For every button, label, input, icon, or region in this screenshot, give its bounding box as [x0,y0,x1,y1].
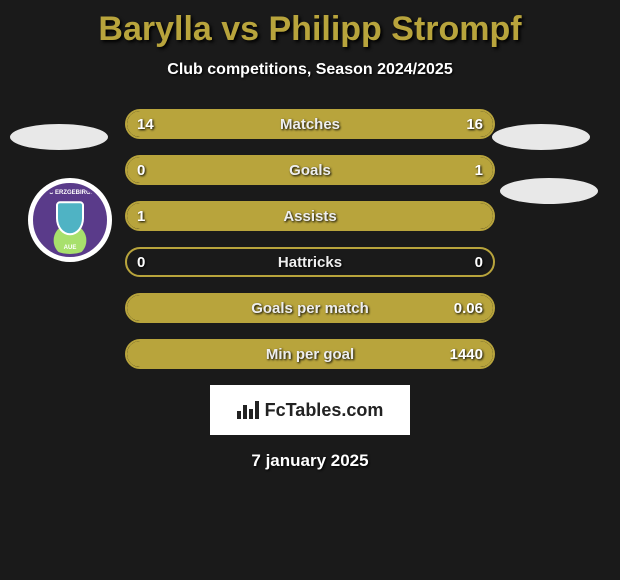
stat-value-right: 0 [475,249,483,275]
stat-row: Min per goal1440 [125,339,495,369]
club-logo-inner: FC ERZGEBIRGE AUE [33,183,107,257]
bar-chart-icon [237,401,259,419]
club-logo-text-top: FC ERZGEBIRGE [36,190,104,196]
stat-row: 14Matches16 [125,109,495,139]
player-ellipse-left [10,124,108,150]
subtitle: Club competitions, Season 2024/2025 [0,61,620,79]
stat-value-right: 1 [475,157,483,183]
stat-value-right: 1440 [450,341,483,367]
stat-label: Goals [127,157,493,183]
stat-row: 1Assists [125,201,495,231]
club-logo-left: FC ERZGEBIRGE AUE [28,178,112,262]
fctables-logo: FcTables.com [210,385,410,435]
stat-value-right: 16 [466,111,483,137]
stat-label: Hattricks [127,249,493,275]
stat-label: Min per goal [127,341,493,367]
shield-icon [56,201,84,235]
player-ellipse-right [500,178,598,204]
date-text: 7 january 2025 [0,451,620,471]
stat-value-right: 0.06 [454,295,483,321]
stat-row: 0Hattricks0 [125,247,495,277]
club-logo-text-bottom: AUE [36,245,104,251]
page-title: Barylla vs Philipp Strompf [0,10,620,49]
stat-label: Goals per match [127,295,493,321]
stat-row: 0Goals1 [125,155,495,185]
player-ellipse-right [492,124,590,150]
stat-label: Matches [127,111,493,137]
stat-row: Goals per match0.06 [125,293,495,323]
fctables-label: FcTables.com [265,400,384,421]
stat-label: Assists [127,203,493,229]
comparison-card: Barylla vs Philipp Strompf Club competit… [0,0,620,580]
